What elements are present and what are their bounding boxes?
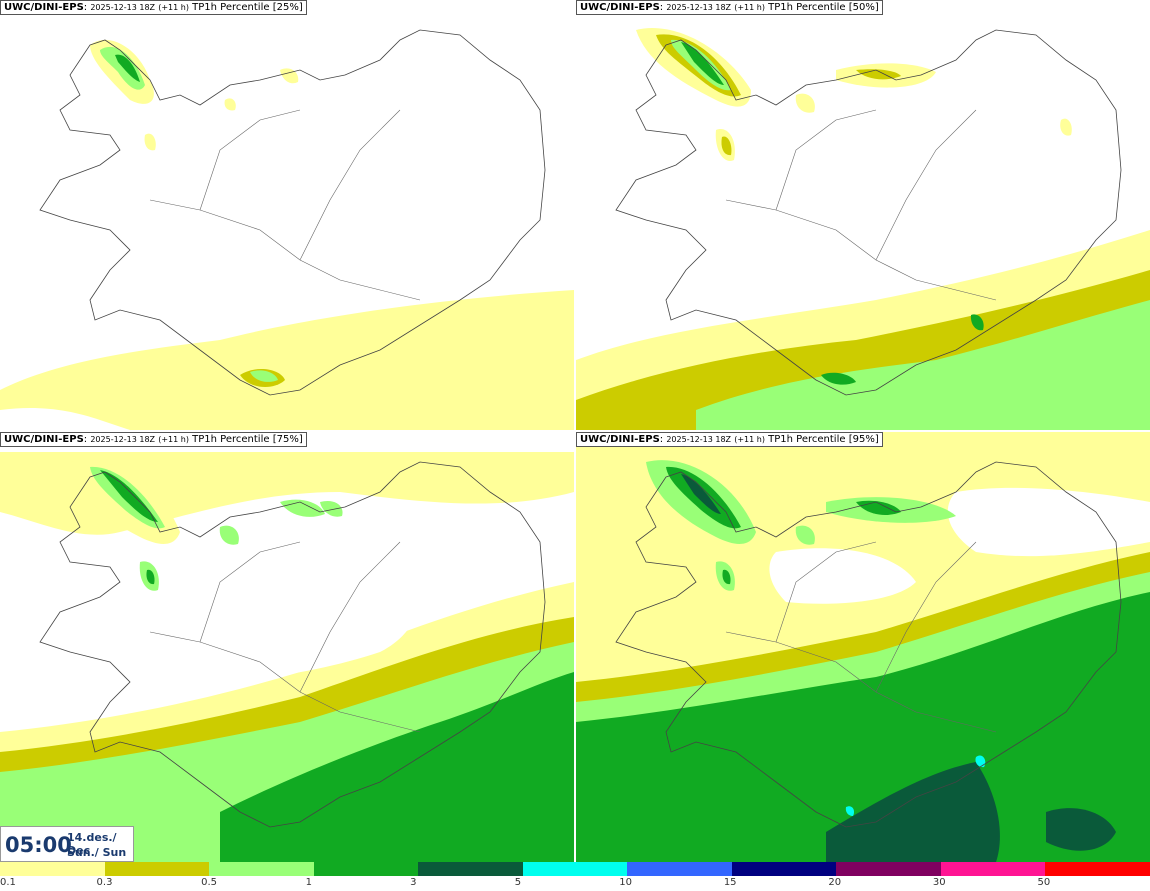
precip-map xyxy=(576,432,1150,862)
iceland-outline xyxy=(615,461,1122,828)
panel-title: UWC/DINI-EPS: 2025-12-13 18Z (+11 h) TP1… xyxy=(576,432,883,447)
legend-swatch xyxy=(522,862,628,876)
valid-time-box: 05:00 14.des./ Dec Sun./ Sun xyxy=(0,826,134,862)
legend-tick-label: 20 xyxy=(828,877,842,888)
panel-title: UWC/DINI-EPS: 2025-12-13 18Z (+11 h) TP1… xyxy=(576,0,883,15)
legend-tick-label: 3 xyxy=(410,877,417,888)
legend-swatch xyxy=(1045,862,1150,876)
legend-tick-label: 50 xyxy=(1037,877,1051,888)
valid-date: 14.des./ Dec xyxy=(67,831,117,857)
precip-map xyxy=(576,28,1150,430)
legend-swatch xyxy=(418,862,524,876)
iceland-outline xyxy=(615,29,1122,396)
precip-areas xyxy=(0,452,574,862)
precip-areas xyxy=(576,28,1150,430)
legend-tick-label: 1 xyxy=(305,877,312,888)
legend-tick-label: 0.1 xyxy=(0,877,16,888)
valid-time: 05:00 xyxy=(5,833,72,857)
map-panel-50: UWC/DINI-EPS: 2025-12-13 18Z (+11 h) TP1… xyxy=(576,0,1150,430)
legend-tick-label: 0.3 xyxy=(96,877,113,888)
map-panel-75: UWC/DINI-EPS: 2025-12-13 18Z (+11 h) TP1… xyxy=(0,432,574,862)
color-scale-legend: 0.1 0.3 0.5 1 3 5 10 15 20 30 50 xyxy=(0,862,1150,891)
legend-tick-label: 15 xyxy=(723,877,737,888)
legend-swatch xyxy=(209,862,315,876)
iceland-outline xyxy=(39,461,546,828)
legend-swatch xyxy=(104,862,210,876)
legend-tick-label: 10 xyxy=(619,877,632,888)
precip-areas xyxy=(0,39,574,430)
precip-areas xyxy=(576,432,1150,862)
legend-swatch xyxy=(313,862,419,876)
legend-swatch xyxy=(627,862,733,876)
map-panel-25: UWC/DINI-EPS: 2025-12-13 18Z (+11 h) TP1… xyxy=(0,0,574,430)
panel-title: UWC/DINI-EPS: 2025-12-13 18Z (+11 h) TP1… xyxy=(0,0,307,15)
legend-tick-label: 0.5 xyxy=(201,877,217,888)
legend-swatch xyxy=(836,862,942,876)
iceland-outline xyxy=(39,29,546,396)
panel-divider xyxy=(0,430,1150,432)
precip-map xyxy=(0,29,574,430)
legend-swatch xyxy=(731,862,837,876)
valid-weekday: Sun./ Sun xyxy=(67,846,127,859)
precip-map xyxy=(0,452,574,862)
map-panel-95: UWC/DINI-EPS: 2025-12-13 18Z (+11 h) TP1… xyxy=(576,432,1150,862)
legend-tick-label: 30 xyxy=(932,877,946,888)
legend-tick-label: 5 xyxy=(514,877,522,888)
panel-title: UWC/DINI-EPS: 2025-12-13 18Z (+11 h) TP1… xyxy=(0,432,307,447)
legend-swatch xyxy=(940,862,1046,876)
legend-swatch xyxy=(0,862,106,876)
